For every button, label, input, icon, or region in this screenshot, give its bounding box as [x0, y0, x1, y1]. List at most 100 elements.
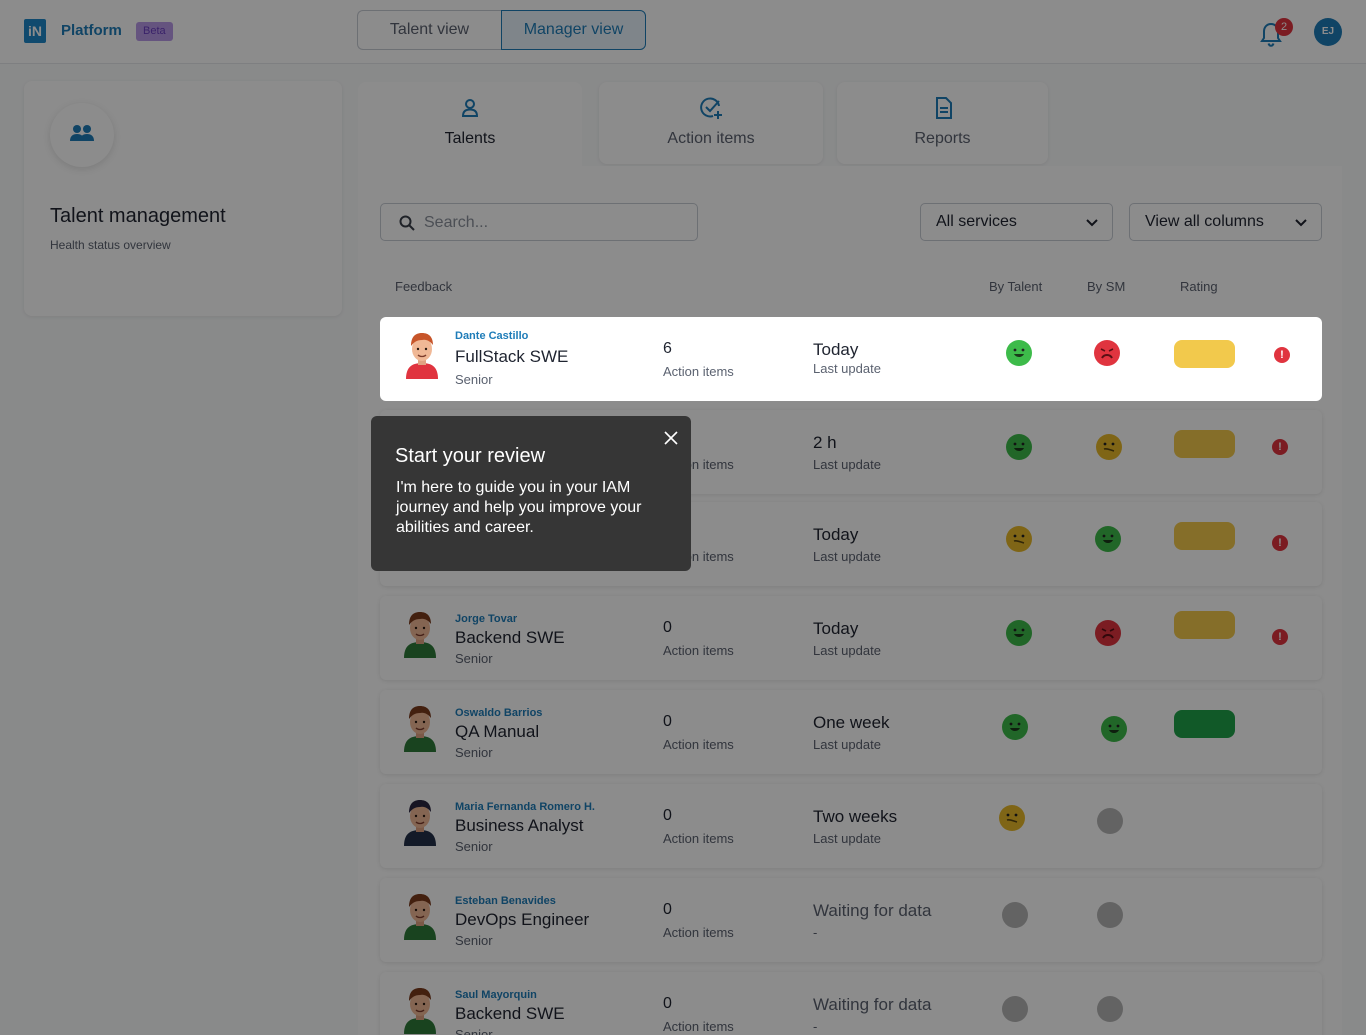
- talent-role: Backend SWE: [455, 628, 565, 647]
- tooltip-title: Start your review: [395, 445, 546, 467]
- document-icon: [935, 97, 952, 119]
- talent-role: FullStack SWE: [455, 347, 569, 366]
- tooltip-body: I'm here to guide you in your IAM journe…: [396, 479, 642, 536]
- talent-role: Backend SWE: [455, 1004, 565, 1023]
- avatar: [398, 608, 444, 658]
- services-select-value: All services: [936, 213, 1017, 230]
- by-talent-neutral-face-icon: [998, 804, 1026, 832]
- table-row[interactable]: Saul Mayorquin Backend SWE Senior 0 Action i…: [380, 972, 1322, 1035]
- action-items-label: Action items: [663, 364, 734, 379]
- chevron-down-icon: [1086, 219, 1098, 227]
- alert-icon[interactable]: !: [1274, 347, 1290, 363]
- talent-name[interactable]: Saul Mayorquin: [455, 989, 537, 1001]
- by-talent-happy-face-icon: [1005, 339, 1033, 367]
- talent-name[interactable]: Maria Fernanda Romero H.: [455, 801, 595, 813]
- last-update-label: Last update: [813, 643, 881, 658]
- action-items-label: Action items: [663, 1019, 734, 1034]
- top-header: iN Platform Beta Talent view Manager vie…: [0, 0, 1366, 64]
- by-sm-none-face-icon: [1096, 995, 1124, 1023]
- last-update-label: Last update: [813, 361, 881, 376]
- talent-name[interactable]: Oswaldo Barrios: [455, 707, 543, 719]
- by-sm-none-face-icon: [1096, 901, 1124, 929]
- user-avatar[interactable]: EJ: [1314, 18, 1342, 46]
- chevron-down-icon: [1295, 219, 1307, 227]
- last-update-label: Last update: [813, 831, 881, 846]
- table-row[interactable]: Jorge Tovar Backend SWE Senior 0 Action item…: [380, 596, 1322, 680]
- last-update-label: Last update: [813, 457, 881, 472]
- by-talent-happy-face-icon: [1005, 619, 1033, 647]
- search-field[interactable]: [380, 203, 698, 241]
- tab-label: Talents: [444, 130, 496, 147]
- action-items-count: 0: [663, 713, 672, 730]
- talent-name[interactable]: Jorge Tovar: [455, 613, 518, 625]
- group-icon: [70, 125, 94, 141]
- talent-level: Senior: [455, 651, 493, 666]
- column-header-by-sm[interactable]: By SM: [1087, 279, 1126, 294]
- last-update-label: -: [813, 1019, 818, 1034]
- search-input[interactable]: [424, 212, 684, 234]
- talent-level: Senior: [455, 372, 493, 387]
- table-row[interactable]: Oswaldo Barrios QA Manual Senior 0 Action it…: [380, 690, 1322, 774]
- view-toggle: Talent view Manager view: [357, 10, 646, 50]
- by-sm-sad-face-icon: [1094, 619, 1122, 647]
- action-items-count: 0: [663, 807, 672, 824]
- logo[interactable]: iN: [24, 19, 46, 43]
- last-update-value: Today: [813, 340, 859, 359]
- talent-name[interactable]: Esteban Benavides: [455, 895, 556, 907]
- talent-management-card: Talent management Health status overview: [24, 81, 342, 316]
- alert-icon[interactable]: !: [1272, 629, 1288, 645]
- avatar: [398, 984, 444, 1034]
- action-items-label: Action items: [663, 643, 734, 658]
- talent-role: QA Manual: [455, 722, 540, 741]
- beta-badge: Beta: [136, 22, 173, 41]
- table-row[interactable]: Maria Fernanda Romero H. Business Analyst…: [380, 784, 1322, 868]
- tab-talents[interactable]: Talents: [358, 82, 582, 166]
- alert-icon[interactable]: !: [1272, 439, 1288, 455]
- by-sm-happy-face-icon: [1100, 715, 1128, 743]
- column-header-feedback[interactable]: Feedback: [395, 279, 453, 294]
- table-row[interactable]: Esteban Benavides DevOps Engineer Senior 0 A…: [380, 878, 1322, 962]
- talent-level: Senior: [455, 933, 493, 948]
- avatar: [400, 329, 444, 379]
- by-talent-none-face-icon: [1001, 995, 1029, 1023]
- avatar: [398, 702, 444, 752]
- rating-pill: [1174, 340, 1235, 368]
- rating-pill: [1174, 710, 1235, 738]
- rating-pill: [1174, 430, 1235, 458]
- by-talent-none-face-icon: [1001, 901, 1029, 929]
- tab-label: Reports: [914, 130, 971, 147]
- tab-reports[interactable]: Reports: [837, 82, 1048, 164]
- highlighted-table-row[interactable]: Dante Castillo FullStack SWE Senior 6 Ac…: [380, 317, 1322, 401]
- services-select[interactable]: All services: [920, 203, 1113, 241]
- action-items-count: 0: [663, 901, 672, 918]
- brand-name: Platform: [61, 22, 122, 39]
- action-items-label: Action items: [663, 737, 734, 752]
- action-items-count: 0: [663, 619, 672, 636]
- by-talent-happy-face-icon: [1005, 433, 1033, 461]
- avatar: [398, 796, 444, 846]
- alert-icon[interactable]: !: [1272, 535, 1288, 551]
- rating-pill: [1174, 611, 1235, 639]
- column-header-by-talent[interactable]: By Talent: [989, 279, 1043, 294]
- by-sm-none-face-icon: [1096, 807, 1124, 835]
- talent-role: Business Analyst: [455, 816, 584, 835]
- by-sm-sad-face-icon: [1093, 339, 1121, 367]
- column-header-rating[interactable]: Rating: [1180, 279, 1218, 294]
- check-plus-icon: [700, 97, 722, 119]
- person-icon: [461, 99, 479, 117]
- talent-view-button[interactable]: Talent view: [357, 10, 501, 50]
- close-icon[interactable]: [663, 430, 679, 446]
- avatar: [398, 890, 444, 940]
- last-update-label: -: [813, 925, 818, 940]
- review-tooltip: Start your review I'm here to guide you …: [371, 416, 691, 571]
- manager-view-button[interactable]: Manager view: [501, 10, 646, 50]
- by-talent-happy-face-icon: [1001, 713, 1029, 741]
- panel-title: Talent management: [50, 205, 226, 227]
- tab-action-items[interactable]: Action items: [599, 82, 823, 164]
- last-update-value: One week: [813, 713, 890, 732]
- columns-select[interactable]: View all columns: [1129, 203, 1322, 241]
- last-update-value: Waiting for data: [813, 901, 932, 920]
- talent-name[interactable]: Dante Castillo: [455, 330, 529, 342]
- action-items-count: 6: [663, 340, 672, 357]
- notification-count-badge[interactable]: 2: [1275, 18, 1293, 36]
